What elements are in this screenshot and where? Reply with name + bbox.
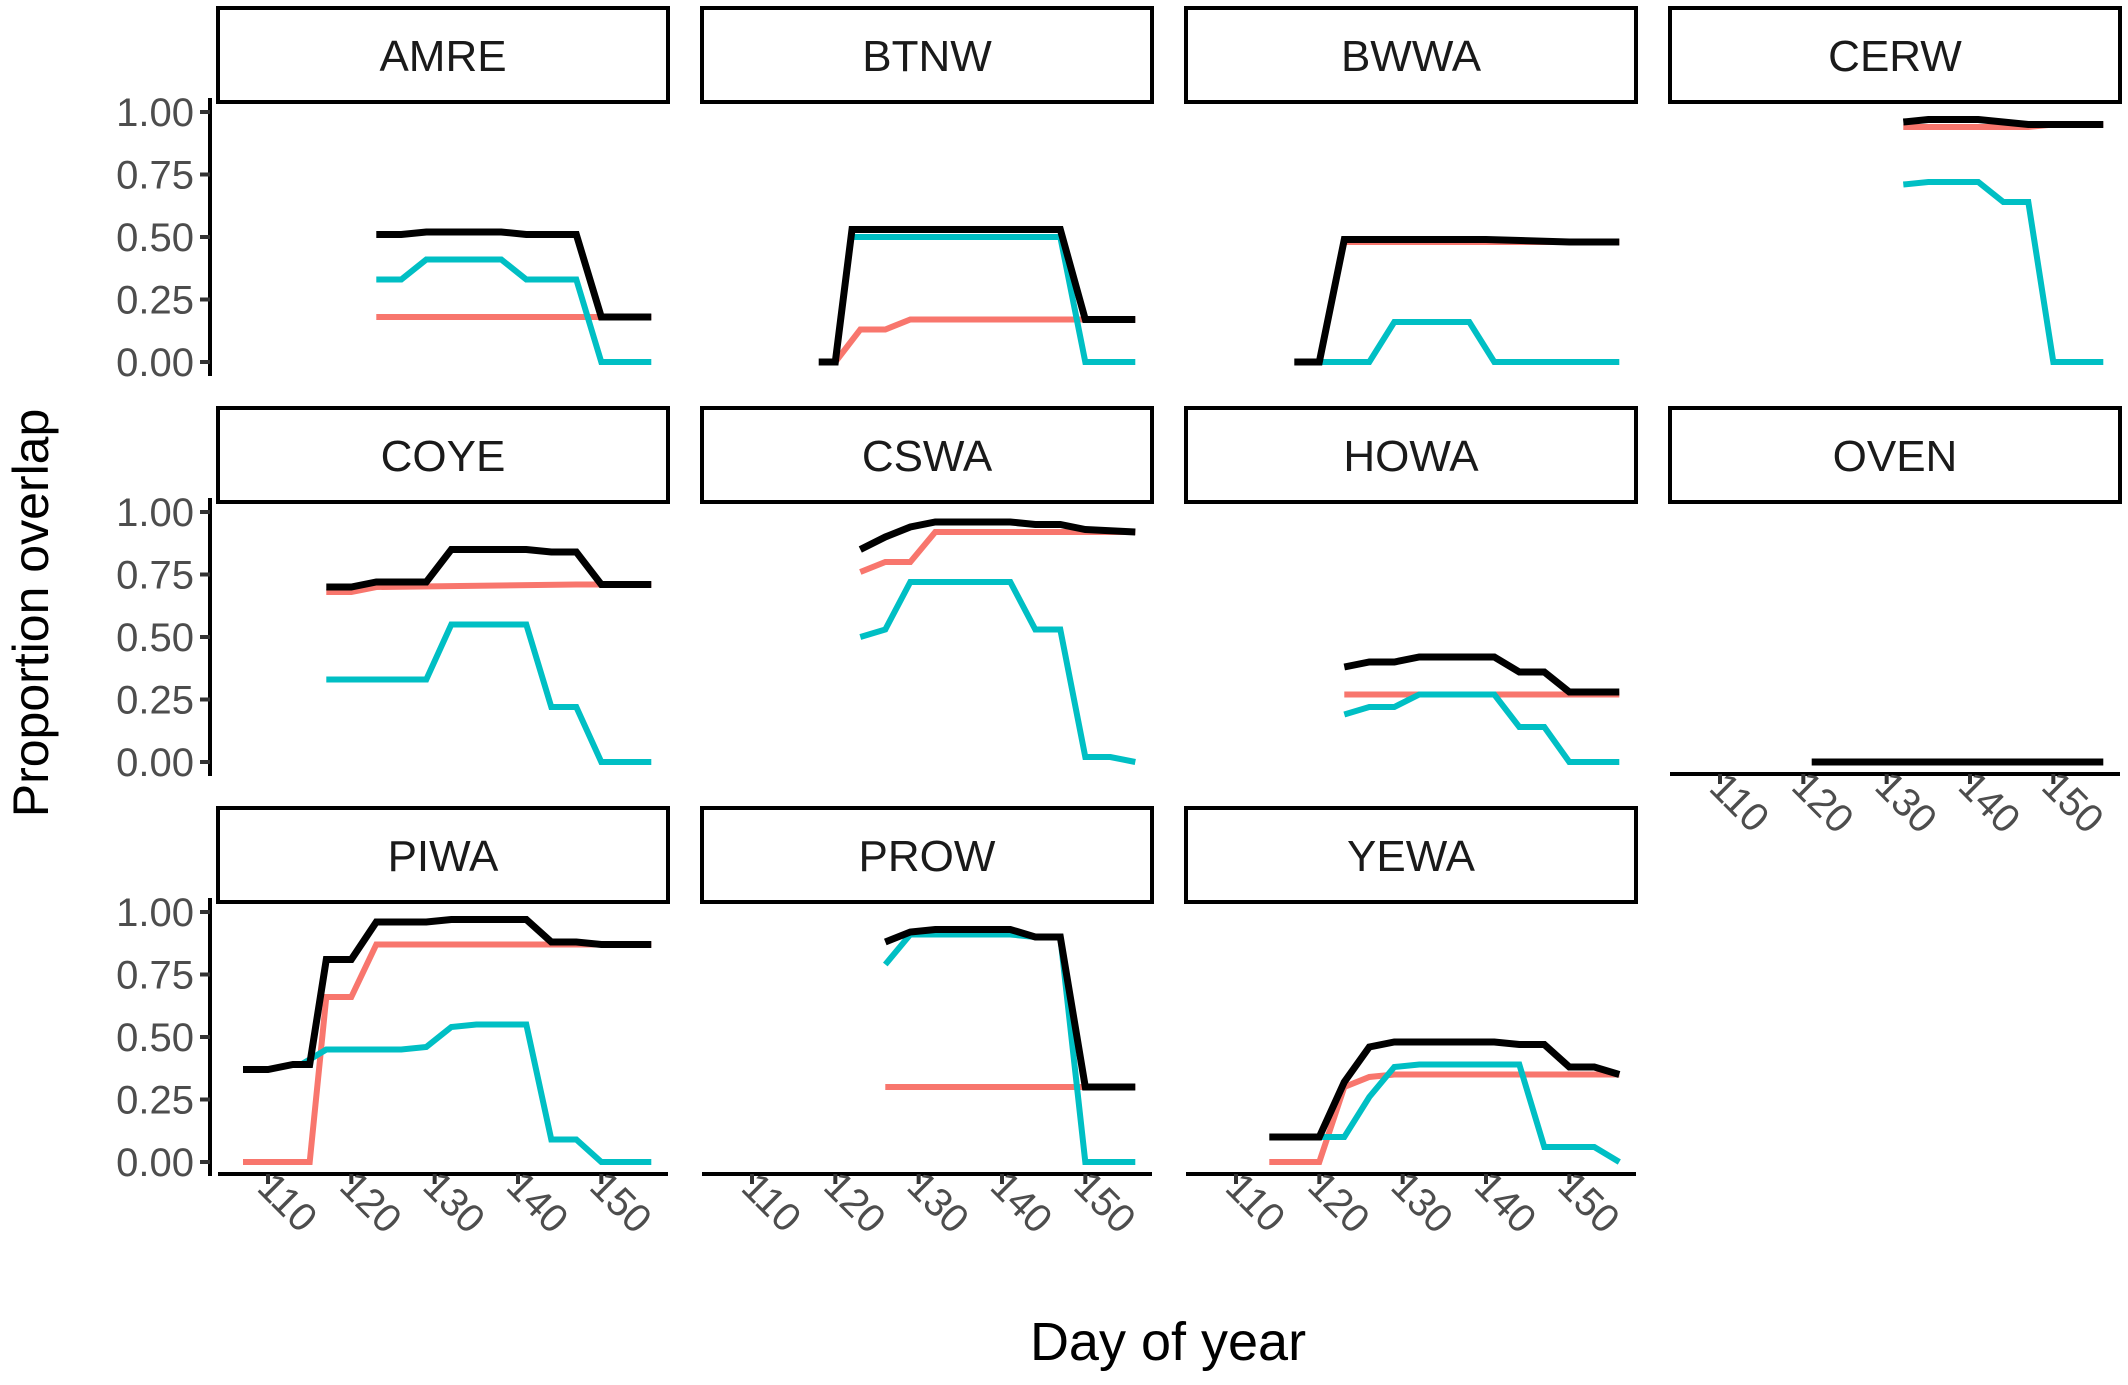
x-axis-title: Day of year	[1030, 1312, 1306, 1372]
y-tick-label: 0.00	[116, 741, 194, 785]
facet-strip	[1184, 806, 1638, 904]
y-tick-label: 0.75	[116, 154, 194, 198]
facet-label: PIWA	[388, 832, 499, 881]
series-line-black	[1269, 1038, 1621, 1141]
series-line-red	[243, 941, 652, 1165]
y-tick-label: 0.25	[116, 1079, 194, 1123]
panels-layer: AMRE 0.00 0.25 0.50 0.75 1.00 BTNW BWWA CERW COYE…	[116, 6, 2122, 1242]
series-line-black	[1343, 653, 1620, 696]
series-line-cyan	[1903, 179, 2104, 365]
y-tick-label: 1.00	[116, 891, 194, 935]
facet-strip	[216, 806, 670, 904]
series-line-cyan	[1319, 1061, 1621, 1165]
y-tick-label: 0.25	[116, 679, 194, 723]
facet-label: HOWA	[1343, 432, 1479, 481]
facet-strip	[216, 406, 670, 504]
y-tick-label: 0.25	[116, 279, 194, 323]
facet-strip	[1668, 406, 2122, 504]
facet-panel: HOWA	[1184, 406, 1638, 765]
facet-label: AMRE	[379, 32, 506, 81]
y-tick-label: 0.50	[116, 216, 194, 260]
series-line-black	[858, 518, 1136, 553]
series-line-black	[818, 226, 1136, 366]
facet-strip	[700, 6, 1154, 104]
facet-strip	[1668, 6, 2122, 104]
y-tick-label: 0.00	[116, 1141, 194, 1185]
series-line-cyan	[1343, 691, 1620, 765]
series-line-black	[1902, 116, 2104, 128]
facet-strip	[700, 806, 1154, 904]
series-line-black	[376, 228, 652, 321]
facet-label: CSWA	[862, 432, 993, 481]
facet-panel: BWWA	[1184, 6, 1638, 366]
y-tick-label: 0.00	[116, 341, 194, 385]
y-tick-label: 0.75	[116, 954, 194, 998]
series-line-red	[859, 529, 1136, 575]
series-line-red	[832, 316, 1136, 364]
series-line-black	[326, 546, 652, 591]
y-tick-label: 1.00	[116, 491, 194, 535]
facet-label: COYE	[381, 432, 506, 481]
x-tick-label: 110	[733, 1165, 809, 1241]
series-line-black	[1294, 236, 1620, 366]
facet-label: PROW	[859, 832, 996, 881]
x-tick-label: 110	[1217, 1165, 1293, 1241]
y-tick-label: 1.00	[116, 91, 194, 135]
x-tick-label: 110	[1701, 765, 1777, 841]
series-line-cyan	[326, 621, 652, 765]
series-line-cyan	[376, 256, 652, 365]
facet-panel: CERW	[1668, 6, 2122, 365]
facet-panel: AMRE 0.00 0.25 0.50 0.75 1.00	[116, 6, 670, 385]
facet-panel: COYE 0.00 0.25 0.50 0.75 1.00	[116, 406, 670, 785]
facet-panel: CSWA	[700, 406, 1154, 765]
facet-label: BWWA	[1341, 32, 1482, 81]
facet-label: OVEN	[1833, 432, 1958, 481]
facet-label: YEWA	[1347, 832, 1476, 881]
y-tick-label: 0.75	[116, 554, 194, 598]
facet-strip	[216, 6, 670, 104]
facet-label: CERW	[1828, 32, 1962, 81]
facet-label: BTNW	[862, 32, 992, 81]
y-tick-label: 0.50	[116, 1016, 194, 1060]
series-line-cyan	[882, 931, 1136, 1165]
y-tick-label: 0.50	[116, 616, 194, 660]
series-line-cyan	[852, 234, 1136, 365]
series-line-cyan	[1319, 319, 1620, 365]
facet-strip	[1184, 6, 1638, 104]
series-line-cyan	[859, 579, 1136, 765]
facet-strip	[1184, 406, 1638, 504]
y-axis-title: Proportion overlap	[3, 409, 59, 818]
series-line-black	[884, 926, 1136, 1091]
series-line-black	[243, 916, 652, 1073]
facet-strip	[700, 406, 1154, 504]
series-line-cyan	[299, 1021, 652, 1165]
x-tick-label: 110	[249, 1165, 325, 1241]
facet-panel: BTNW	[700, 6, 1154, 366]
